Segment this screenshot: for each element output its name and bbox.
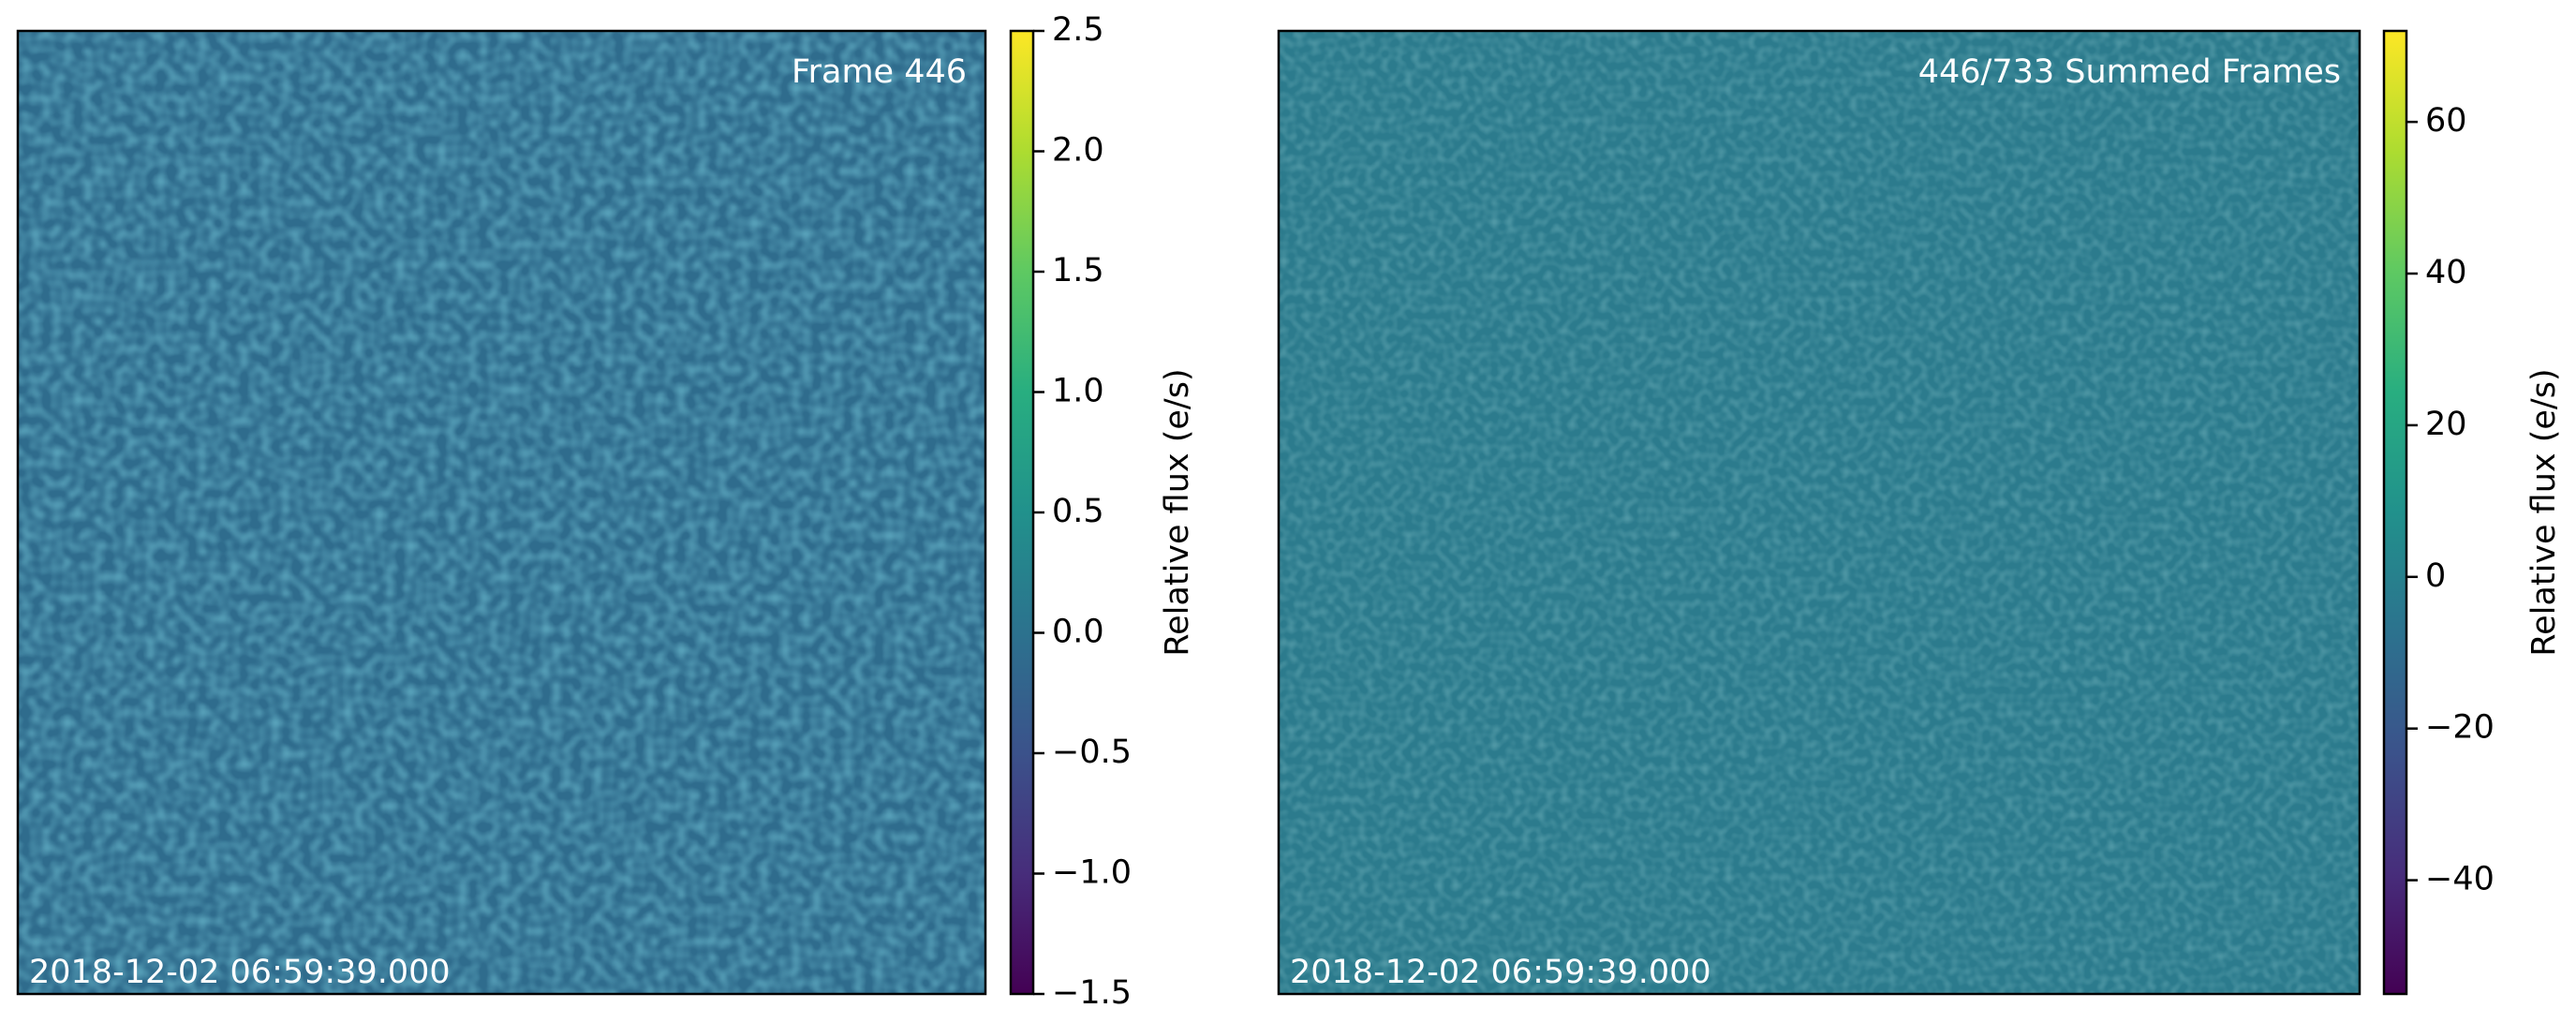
tick-label: 0.0: [1052, 614, 1104, 651]
tick-label: 0.5: [1052, 493, 1104, 530]
tick-label: 40: [2425, 254, 2467, 291]
image-frame: [16, 29, 987, 996]
tick-label: −20: [2425, 709, 2495, 747]
timestamp: 2018-12-02 06:59:39.000: [1290, 954, 1711, 991]
tick-label: −1.5: [1052, 974, 1132, 1012]
tick-label: 0: [2425, 557, 2446, 595]
colorbar-label: Relative flux (e/s): [1159, 368, 1196, 656]
tick-label: −1.0: [1052, 854, 1132, 892]
colorbar: [1009, 29, 1035, 996]
timestamp: 2018-12-02 06:59:39.000: [29, 954, 451, 991]
tick-label: 1.5: [1052, 252, 1104, 289]
tick-label: 20: [2425, 406, 2467, 443]
tick-label: −0.5: [1052, 734, 1132, 771]
colorbar-label: Relative flux (e/s): [2525, 368, 2563, 656]
image-texture: [18, 31, 985, 994]
colorbar: [2382, 29, 2408, 996]
tick-label: 2.0: [1052, 132, 1104, 170]
tick-label: −40: [2425, 861, 2495, 898]
image-frame: [1277, 29, 2361, 996]
image-texture: [1279, 31, 2360, 994]
annotation: 446/733 Summed Frames: [1918, 53, 2341, 91]
annotation: Frame 446: [792, 53, 967, 91]
tick-label: 2.5: [1052, 11, 1104, 49]
tick-label: 60: [2425, 102, 2467, 140]
tick-label: 1.0: [1052, 373, 1104, 410]
